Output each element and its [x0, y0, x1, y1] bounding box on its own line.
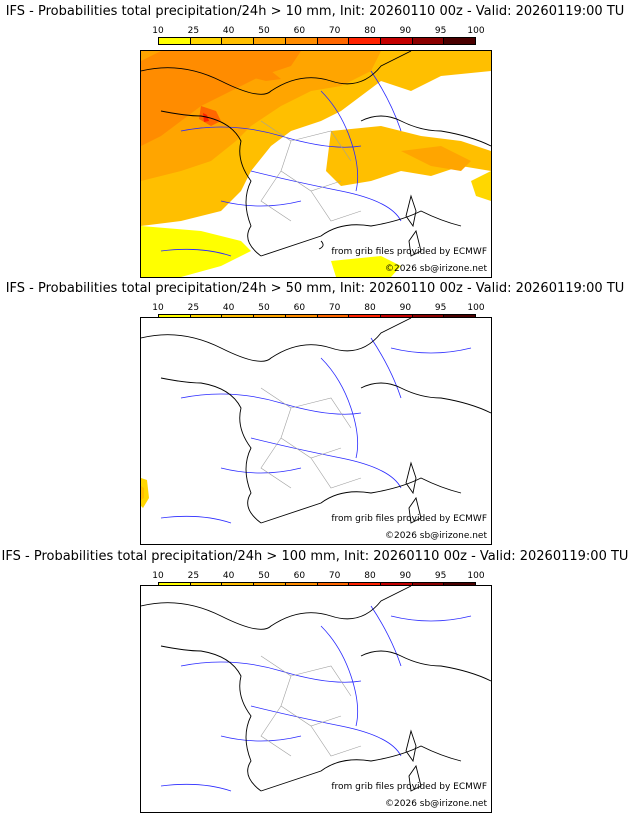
scale-label: 40	[222, 26, 235, 36]
source-credit: from grib files provided by ECMWF	[331, 247, 487, 257]
map-canvas	[141, 318, 491, 524]
scale-label: 10	[152, 26, 164, 36]
admin-borders	[260, 655, 362, 757]
scale-label: 95	[434, 26, 447, 36]
coastlines	[141, 318, 491, 524]
scale-label: 10	[152, 571, 164, 581]
panel-50mm: IFS - Probabilities total precipitation/…	[0, 279, 630, 549]
panel-title: IFS - Probabilities total precipitation/…	[1, 549, 629, 564]
author-credit: ©2026 sb@irizone.net	[385, 799, 487, 809]
map-canvas	[141, 51, 491, 277]
rivers	[160, 70, 402, 257]
scale-cell	[285, 38, 318, 44]
scale-label: 50	[258, 571, 270, 581]
scale-label: 70	[328, 26, 341, 36]
precip-map: from grib files provided by ECMWF ©2026 …	[140, 317, 492, 545]
scale-cell	[222, 38, 255, 44]
scale-cell	[317, 38, 350, 44]
scale-label: 95	[434, 571, 447, 581]
scale-label: 60	[293, 303, 306, 313]
scale-label: 95	[434, 303, 447, 313]
scale-label: 50	[258, 26, 270, 36]
scale-label: 50	[258, 303, 270, 313]
map-canvas	[141, 586, 491, 792]
scale-labels: 10 25 40 50 60 70 80 90 95 100	[152, 26, 484, 37]
coastlines	[141, 51, 491, 257]
scale-label: 80	[364, 303, 376, 313]
color-scale: 10 25 40 50 60 70 80 90 95 100	[152, 26, 485, 46]
scale-label: 80	[364, 26, 376, 36]
admin-borders	[260, 120, 362, 222]
scale-bar	[158, 37, 476, 45]
scale-label: 60	[293, 26, 306, 36]
rivers	[160, 605, 472, 792]
scale-label: 90	[399, 303, 412, 313]
precip-shading	[141, 51, 491, 277]
precip-shading	[141, 478, 149, 508]
scale-cell	[254, 38, 286, 44]
scale-label: 90	[399, 571, 412, 581]
precip-map: from grib files provided by ECMWF ©2026 …	[140, 50, 492, 278]
scale-label: 70	[328, 303, 341, 313]
admin-borders	[260, 387, 362, 489]
scale-label: 25	[187, 571, 200, 581]
source-credit: from grib files provided by ECMWF	[331, 782, 487, 792]
panel-100mm: IFS - Probabilities total precipitation/…	[0, 547, 630, 819]
scale-cell	[159, 38, 191, 44]
coastlines	[141, 586, 491, 792]
scale-labels: 10 25 40 50 60 70 80 90 95 100	[152, 571, 484, 582]
scale-label: 70	[328, 571, 341, 581]
precip-map: from grib files provided by ECMWF ©2026 …	[140, 585, 492, 813]
scale-cell	[444, 38, 476, 44]
scale-label: 40	[222, 571, 235, 581]
scale-label: 25	[187, 303, 200, 313]
scale-label: 80	[364, 571, 376, 581]
panel-title: IFS - Probabilities total precipitation/…	[5, 281, 625, 296]
source-credit: from grib files provided by ECMWF	[331, 514, 487, 524]
scale-label: 10	[152, 303, 164, 313]
scale-label: 60	[293, 571, 306, 581]
author-credit: ©2026 sb@irizone.net	[385, 531, 487, 541]
scale-label: 40	[222, 303, 235, 313]
scale-labels: 10 25 40 50 60 70 80 90 95 100	[152, 303, 484, 314]
scale-cell	[380, 38, 413, 44]
scale-label: 100	[467, 26, 485, 36]
scale-cell	[190, 38, 223, 44]
scale-label: 90	[399, 26, 412, 36]
scale-cell	[412, 38, 445, 44]
scale-cell	[349, 38, 381, 44]
panel-10mm: IFS - Probabilities total precipitation/…	[0, 2, 630, 278]
rivers	[160, 337, 472, 524]
author-credit: ©2026 sb@irizone.net	[385, 264, 487, 274]
scale-label: 100	[467, 303, 485, 313]
panel-title: IFS - Probabilities total precipitation/…	[5, 4, 625, 19]
scale-label: 25	[187, 26, 200, 36]
scale-label: 100	[467, 571, 485, 581]
